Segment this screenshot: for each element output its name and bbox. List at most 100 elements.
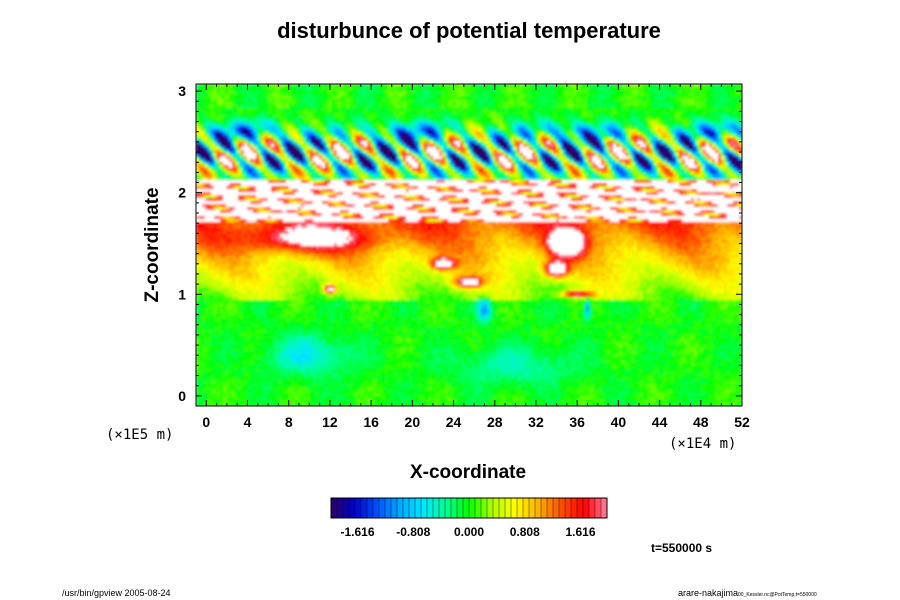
heatmap-cell [349, 108, 353, 112]
heatmap-cell [382, 162, 386, 166]
heatmap-cell [514, 90, 518, 94]
heatmap-cell [688, 147, 692, 151]
heatmap-cell [202, 159, 206, 163]
heatmap-cell [331, 162, 335, 166]
heatmap-cell [727, 96, 731, 100]
heatmap-cell [697, 144, 701, 148]
heatmap-cell [634, 138, 638, 142]
heatmap-cell [721, 111, 725, 115]
heatmap-cell [460, 147, 464, 151]
heatmap-cell [715, 87, 719, 91]
heatmap-cell [463, 126, 467, 130]
heatmap-cell [709, 162, 713, 166]
heatmap-cell [280, 120, 284, 124]
heatmap-cell [640, 120, 644, 124]
heatmap-cell [562, 144, 566, 148]
heatmap-cell [718, 162, 722, 166]
heatmap-cell [286, 132, 290, 136]
heatmap-cell [259, 132, 263, 136]
heatmap-cell [343, 108, 347, 112]
heatmap-cell [481, 102, 485, 106]
heatmap-cell [601, 162, 605, 166]
heatmap-cell [700, 135, 704, 139]
heatmap-cell [562, 135, 566, 139]
heatmap-cell [226, 135, 230, 139]
heatmap-cell [598, 99, 602, 103]
heatmap-cell [430, 147, 434, 151]
heatmap-cell [598, 84, 602, 88]
heatmap-cell [631, 141, 635, 145]
heatmap-cell [475, 117, 479, 121]
heatmap-cell [625, 132, 629, 136]
heatmap-cell [229, 123, 233, 127]
heatmap-cell [421, 135, 425, 139]
heatmap-cell [313, 105, 317, 109]
heatmap-cell [460, 93, 464, 97]
heatmap-cell [415, 105, 419, 109]
heatmap-cell [415, 156, 419, 160]
heatmap-cell [310, 129, 314, 133]
heatmap-cell [592, 153, 596, 157]
heatmap-cell [484, 126, 488, 130]
heatmap-cell [352, 123, 356, 127]
heatmap-cell [313, 135, 317, 139]
heatmap-cell [316, 123, 320, 127]
heatmap-cell [490, 162, 494, 166]
heatmap-cell [373, 147, 377, 151]
heatmap-cell [412, 153, 416, 157]
heatmap-cell [673, 99, 677, 103]
heatmap-cell [226, 90, 230, 94]
heatmap-cell [568, 120, 572, 124]
heatmap-cell [730, 111, 734, 115]
heatmap-cell [550, 114, 554, 118]
heatmap-cell [436, 141, 440, 145]
heatmap-cell [724, 93, 728, 97]
heatmap-cell [667, 105, 671, 109]
heatmap-cell [295, 84, 299, 88]
heatmap-cell [646, 162, 650, 166]
heatmap-cell [658, 117, 662, 121]
heatmap-cell [529, 102, 533, 106]
heatmap-cell [295, 153, 299, 157]
heatmap-cell [547, 114, 551, 118]
heatmap-cell [580, 141, 584, 145]
heatmap-cell [229, 102, 233, 106]
heatmap-cell [727, 108, 731, 112]
heatmap-cell [646, 159, 650, 163]
heatmap-cell [388, 108, 392, 112]
heatmap-cell [466, 123, 470, 127]
heatmap-cell [337, 165, 341, 169]
heatmap-cell [448, 114, 452, 118]
heatmap-cell [691, 84, 695, 88]
heatmap-cell [436, 114, 440, 118]
heatmap-cell [361, 156, 365, 160]
heatmap-cell [529, 129, 533, 133]
heatmap-cell [196, 84, 200, 88]
heatmap-cell [709, 135, 713, 139]
heatmap-cell [319, 147, 323, 151]
heatmap-cell [478, 108, 482, 112]
heatmap-cell [556, 93, 560, 97]
heatmap-cell [535, 159, 539, 163]
heatmap-cell [307, 90, 311, 94]
heatmap-cell [526, 126, 530, 130]
heatmap-cell [328, 93, 332, 97]
heatmap-cell [721, 156, 725, 160]
heatmap-cell [586, 132, 590, 136]
heatmap-cell [601, 135, 605, 139]
heatmap-cell [604, 90, 608, 94]
heatmap-cell [514, 156, 518, 160]
heatmap-cell [637, 156, 641, 160]
heatmap-cell [379, 84, 383, 88]
heatmap-cell [460, 117, 464, 121]
heatmap-cell [445, 87, 449, 91]
heatmap-cell [574, 93, 578, 97]
heatmap-cell [619, 144, 623, 148]
heatmap-cell [442, 108, 446, 112]
heatmap-cell [421, 144, 425, 148]
heatmap-cell [511, 129, 515, 133]
heatmap-cell [358, 132, 362, 136]
heatmap-cell [397, 84, 401, 88]
heatmap-cell [706, 126, 710, 130]
heatmap-cell [559, 141, 563, 145]
